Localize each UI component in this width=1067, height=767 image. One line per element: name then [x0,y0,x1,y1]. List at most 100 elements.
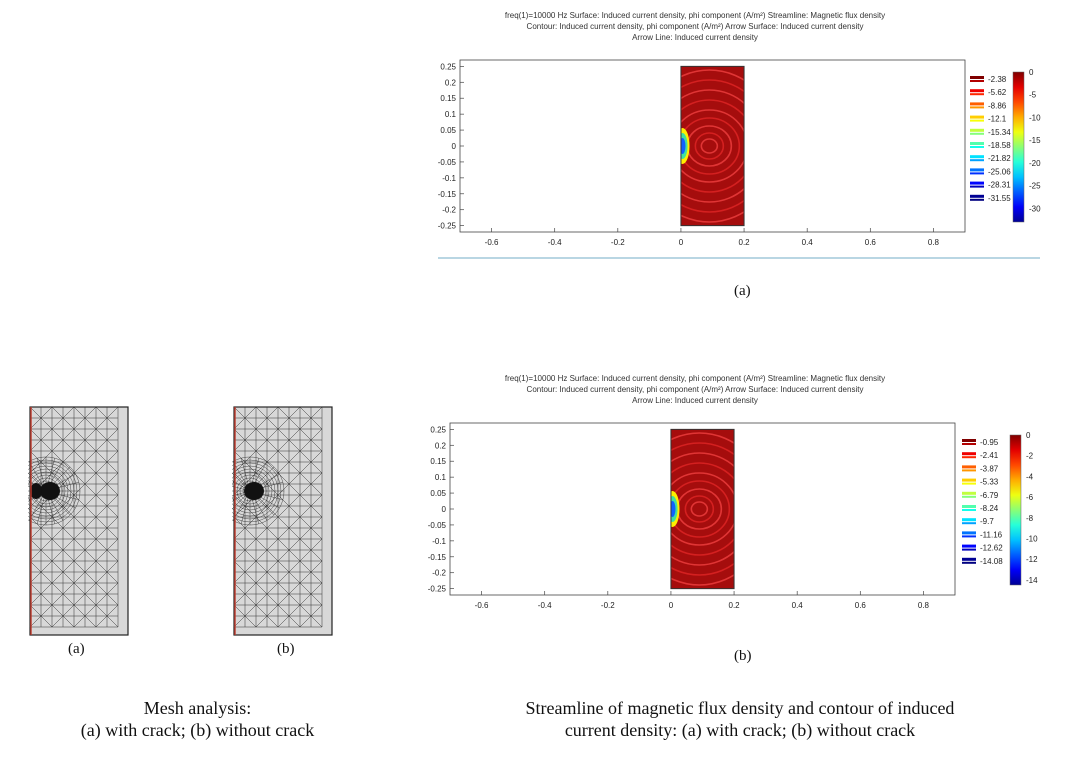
contour-legend-label: -18.58 [988,141,1011,150]
y-tick-label: -0.15 [438,190,457,199]
colorbar [1009,434,1022,586]
y-tick-label: 0.05 [430,489,446,498]
colorbar-tick-label: -8 [1026,514,1034,523]
contour-line [694,132,725,160]
contour-legend-swatch [970,168,984,172]
contour-line [680,79,745,213]
contour-legend-swatch [970,155,984,159]
contour-legend-label: -28.31 [988,181,1011,190]
contour-line [670,480,731,538]
contour-line [680,89,745,203]
contour-legend-label: -9.7 [980,517,994,526]
contour-legend-swatch [970,76,984,79]
contour-legend-swatch [962,465,976,469]
contour-legend-label: -31.55 [988,194,1011,203]
colorbar-tick-label: -12 [1026,555,1038,564]
panel-a-title: freq(1)=10000 Hz Surface: Induced curren… [455,10,935,43]
y-tick-label: 0.1 [445,110,457,119]
contour-legend-label: -14.08 [980,557,1003,566]
x-tick-label: -0.4 [538,601,552,610]
streamline-caption: Streamline of magnetic flux density and … [420,697,1060,741]
contour-legend-label: -15.34 [988,128,1011,137]
y-tick-label: -0.2 [432,569,446,578]
x-tick-label: 0.4 [792,601,804,610]
streamline-caption-line-1: Streamline of magnetic flux density and … [525,698,955,718]
contour-line [670,432,735,586]
crack-hotspot [680,138,686,154]
panel-b-plot: 0.25 0.2 0.15 0.1 0.05 0 -0.05 -0.1 -0.15 -0.2 -0.… [428,422,1038,610]
panel-a-label: (a) [734,283,751,299]
colorbar-tick-label: -2 [1026,452,1034,461]
x-tick-label: -0.6 [485,238,499,247]
contour-line [670,442,735,576]
contour-legend-label: -12.1 [988,115,1007,124]
refined-mesh-zone [244,482,264,500]
panel-a-title-line-2: Contour: Induced current density, phi co… [526,22,864,31]
contour-legend-label: -12.62 [980,544,1003,553]
crack-hotspot [670,501,676,517]
x-tick-label: 0.8 [918,601,930,610]
contour-legend-label: -8.24 [980,504,999,513]
contour-legend-swatch [970,194,984,198]
y-tick-label: 0 [452,142,457,151]
mesh-caption-line-2: (a) with crack; (b) without crack [80,720,315,740]
panel-a-title-line-3: Arrow Line: Induced current density [632,33,758,42]
x-tick-label: 0.6 [865,238,877,247]
contour-legend-label: -21.82 [988,154,1011,163]
contour-legend-swatch [970,89,984,93]
crack-region [30,483,42,499]
x-tick-label: -0.6 [475,601,489,610]
y-tick-label: -0.05 [438,158,457,167]
refined-mesh-zone [40,482,60,500]
y-tick-label: 0.15 [440,94,456,103]
y-tick-label: -0.15 [428,553,447,562]
panel-b-title-line-3: Arrow Line: Induced current density [632,396,758,405]
panel-b-title: freq(1)=10000 Hz Surface: Induced curren… [455,373,935,406]
y-tick-label: 0.15 [430,457,446,466]
colorbar-tick-label: -30 [1029,204,1041,213]
contour-legend-swatch [970,102,984,106]
x-tick-label: -0.2 [601,601,615,610]
colorbar-tick-label: -14 [1026,576,1038,585]
contour-line [684,495,715,523]
contour-legend-label: -8.86 [988,101,1007,110]
contour-line [680,109,745,183]
x-tick-label: -0.4 [548,238,562,247]
contour-legend-swatch [970,128,984,132]
y-tick-label: 0.2 [445,78,457,87]
y-tick-label: 0.25 [440,62,456,71]
panel-b-title-line-2: Contour: Induced current density, phi co… [526,385,864,394]
mesh-a-label: (a) [68,641,85,657]
contour-legend-label: -2.41 [980,451,999,460]
y-tick-label: -0.25 [428,585,447,594]
colorbar-tick-label: -6 [1026,493,1034,502]
contour-legend-label: -0.95 [980,438,999,447]
contour-legend-label: -5.33 [980,478,999,487]
y-tick-label: 0.05 [440,126,456,135]
y-tick-label: -0.05 [428,521,447,530]
x-tick-label: 0 [669,601,674,610]
contour-legend-swatch [962,439,976,442]
mesh-without-crack-image [232,406,333,636]
mesh-caption: Mesh analysis: (a) with crack; (b) witho… [0,697,395,741]
colorbar-tick-label: -20 [1029,159,1041,168]
contour-legend-swatch [962,544,976,548]
x-tick-label: 0.6 [855,601,867,610]
y-tick-label: 0.2 [435,441,447,450]
contour-legend-swatch [962,557,976,561]
y-tick-label: -0.2 [442,206,456,215]
panel-a-plot: 0.25 0.2 0.15 0.1 0.05 0 -0.05 -0.1 -0.15 -0.2 -0.… [438,59,1041,259]
contour-line [670,462,735,556]
contour-legend-swatch [962,491,976,495]
x-tick-label: -0.2 [611,238,625,247]
colorbar-tick-label: 0 [1029,68,1034,77]
x-tick-label: 0.2 [729,601,741,610]
x-tick-label: 0.4 [802,238,814,247]
mesh-b-label: (b) [277,641,295,657]
mesh-caption-line-1: Mesh analysis: [143,698,252,718]
colorbar-tick-label: -4 [1026,472,1034,481]
contour-line [690,501,709,517]
y-tick-label: 0.1 [435,473,447,482]
streamline-caption-line-2: current density: (a) with crack; (b) wit… [564,720,916,740]
contour-line [680,99,745,193]
